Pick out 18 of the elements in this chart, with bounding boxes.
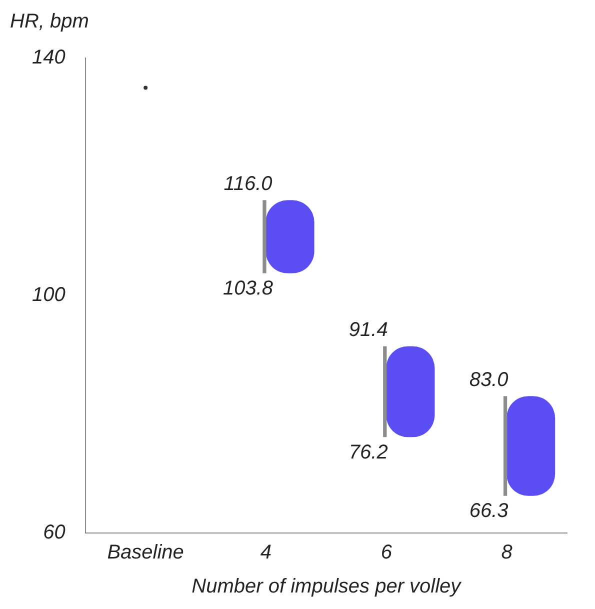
y-tick-label: 100 bbox=[32, 284, 66, 306]
y-tick-label: 140 bbox=[32, 46, 66, 69]
bar bbox=[503, 396, 508, 496]
y-axis-title: HR, bpm bbox=[10, 10, 89, 33]
x-tick-label: Baseline bbox=[107, 542, 184, 564]
annotation: 103.8 bbox=[222, 278, 274, 300]
bar bbox=[383, 346, 387, 438]
bar bbox=[262, 200, 266, 274]
x-tick-label: 4 bbox=[260, 542, 272, 564]
annotation: 116.0 bbox=[224, 173, 272, 196]
x-tick-label: 6 bbox=[380, 542, 393, 564]
x-axis-title: Number of impulses per volley bbox=[192, 576, 462, 598]
annotation: 91.4 bbox=[348, 319, 388, 342]
x-tick-label: 8 bbox=[501, 542, 512, 564]
y-tick-label: 60 bbox=[43, 522, 66, 544]
annotation: 83.0 bbox=[469, 369, 508, 391]
annotation: 66.3 bbox=[469, 500, 508, 522]
annotation: 76.2 bbox=[348, 441, 388, 464]
